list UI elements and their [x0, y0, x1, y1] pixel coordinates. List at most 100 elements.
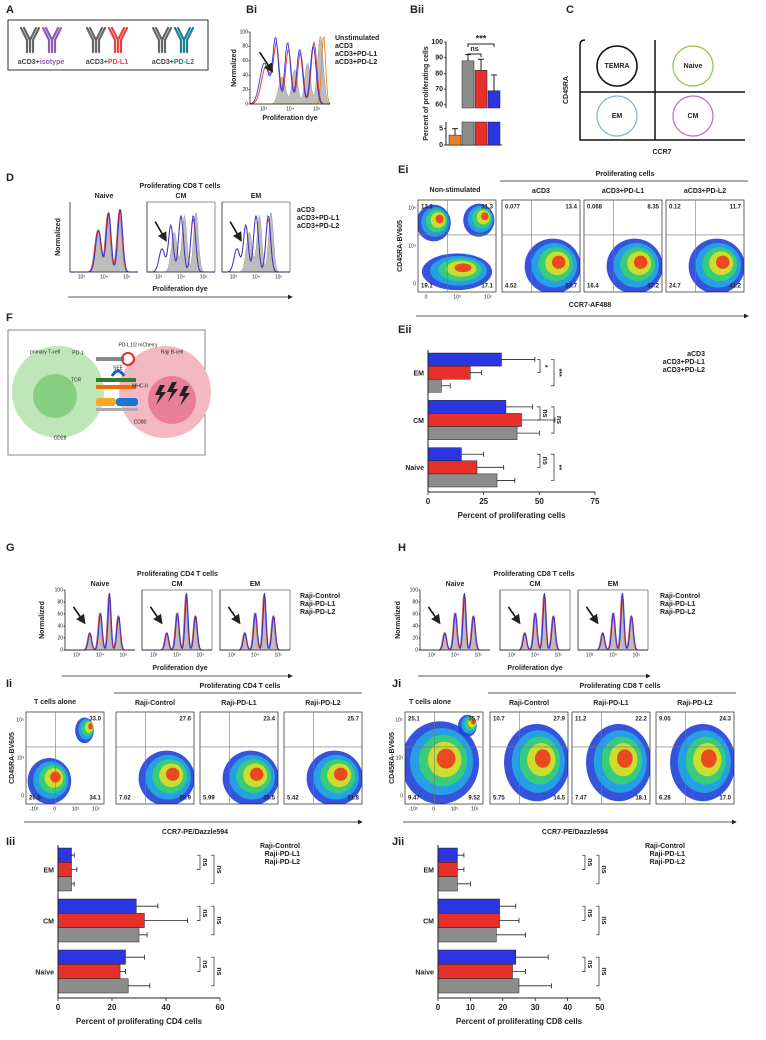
- axis-label: Percent of proliferating cells: [457, 511, 566, 520]
- bar: [437, 913, 500, 928]
- x-tick-label: 30: [531, 1003, 540, 1012]
- plot-frame: [417, 199, 497, 293]
- y-tick-label: 70: [435, 86, 443, 93]
- density: [534, 749, 551, 768]
- x-tick-label: 10⁵: [555, 652, 563, 658]
- quadrant-value: 19.1: [421, 284, 433, 290]
- group-title: Proliferating CD4 T cells: [200, 683, 281, 690]
- significance-bracket: [551, 359, 555, 387]
- quadrant-value: 7.47: [575, 796, 587, 802]
- plot-frame: [655, 711, 735, 805]
- x-tick-label: 50: [596, 1003, 605, 1012]
- legend-entry: Raji-PD-L2: [265, 859, 301, 866]
- group-title: T cells alone: [34, 699, 76, 706]
- significance-bracket: [582, 905, 586, 921]
- histogram-title: Proliferating CD4 T cells: [137, 571, 218, 578]
- error-bar: [491, 74, 497, 91]
- quadrant-value: 5.42: [287, 796, 299, 802]
- significance-label: ns: [586, 909, 593, 917]
- bar: [57, 949, 126, 965]
- column-header: aCD3+PD-L2: [684, 188, 726, 195]
- x-tick-label: 10³: [155, 274, 163, 280]
- histogram-fill: [420, 593, 490, 651]
- quadrant-value: 35.5: [263, 796, 275, 802]
- significance-bracket: [467, 43, 495, 47]
- density-plot: [666, 200, 744, 292]
- significance-label: ***: [476, 33, 487, 43]
- legend-entry: aCD3: [335, 43, 353, 50]
- plot-frame: [583, 199, 663, 293]
- y-tick-label: 80: [435, 70, 443, 77]
- legend-entry: Raji-PD-L1: [650, 851, 686, 858]
- plot-frame: [147, 201, 216, 272]
- antibody: [151, 26, 173, 54]
- x-tick-label: 10³: [453, 294, 461, 300]
- category-label: EM: [44, 867, 55, 874]
- diagram-label: primary T-cell: [30, 349, 60, 355]
- quadrant-value: 9.52: [468, 796, 480, 802]
- quadrant-diagram: [579, 39, 745, 141]
- quadrant-value: 25.7: [347, 717, 359, 723]
- arrow: [154, 221, 167, 242]
- plot-frame: [500, 589, 571, 650]
- column-header: aCD3: [532, 188, 550, 195]
- antibody: [107, 26, 129, 54]
- bar: [57, 913, 145, 928]
- quadrant-value: 23.4: [263, 717, 275, 723]
- synapse-diagram: [7, 329, 211, 456]
- x-tick-label: 10³: [230, 274, 238, 280]
- diagram-label: Raji B-cell: [161, 349, 184, 355]
- axis-label: CCR7-PE/Dazzle594: [162, 829, 228, 836]
- quadrant-value: 0.077: [505, 205, 521, 211]
- x-tick-label: 10³: [228, 652, 236, 658]
- density: [715, 255, 730, 269]
- significance-label: ns: [555, 416, 562, 424]
- density: [481, 212, 489, 221]
- error-bar: [515, 954, 549, 960]
- error-bar: [512, 969, 526, 974]
- error-bar: [470, 370, 482, 376]
- quadrant-value: 18.1: [635, 796, 647, 802]
- antibody-suffix: PD-L1: [108, 59, 128, 66]
- subset-label: CM: [172, 581, 183, 588]
- subset-label: EM: [608, 581, 619, 588]
- category-label: Naive: [415, 969, 434, 976]
- density-plot: [572, 712, 650, 804]
- x-tick-label: 10⁵: [200, 274, 208, 280]
- significance-bracket: [197, 854, 201, 870]
- quadrant-value: 9.47: [408, 796, 420, 802]
- arrow: [229, 221, 242, 242]
- panel-label: Ei: [398, 164, 408, 176]
- x-tick-label: 10⁵: [120, 652, 128, 658]
- plot-frame: [283, 711, 363, 805]
- x-tick-label: 10³: [428, 652, 436, 658]
- x-tick-label: 10³: [260, 106, 268, 112]
- error-bar: [497, 477, 516, 483]
- x-tick-label: 0: [56, 1003, 61, 1012]
- significance-label: ns: [600, 916, 607, 924]
- y-tick-label: 60: [435, 102, 443, 109]
- bar: [427, 378, 442, 393]
- axis-label: Proliferation dye: [152, 665, 207, 672]
- error-bar: [441, 383, 451, 389]
- panel-label: G: [6, 542, 15, 554]
- x-tick-label: 0: [432, 806, 435, 812]
- significance-bracket: [537, 359, 541, 374]
- y-tick-label: 100: [431, 39, 443, 46]
- error-bar: [478, 58, 484, 71]
- arrow: [258, 51, 274, 73]
- panel-label: H: [398, 542, 406, 554]
- plot-frame: [219, 590, 290, 651]
- density: [471, 719, 476, 725]
- x-tick-label: 0: [426, 497, 431, 506]
- significance-bracket: [467, 53, 482, 57]
- significance-label: ns: [201, 909, 208, 917]
- error-bar: [499, 918, 520, 923]
- column-header: aCD3+PD-L1: [602, 188, 644, 195]
- significance-label: ns: [215, 865, 222, 873]
- x-tick-label: 10³: [72, 806, 80, 812]
- bar: [57, 862, 72, 877]
- y-tick-label: 100: [55, 587, 64, 593]
- density: [633, 255, 648, 269]
- antibody: [173, 26, 195, 54]
